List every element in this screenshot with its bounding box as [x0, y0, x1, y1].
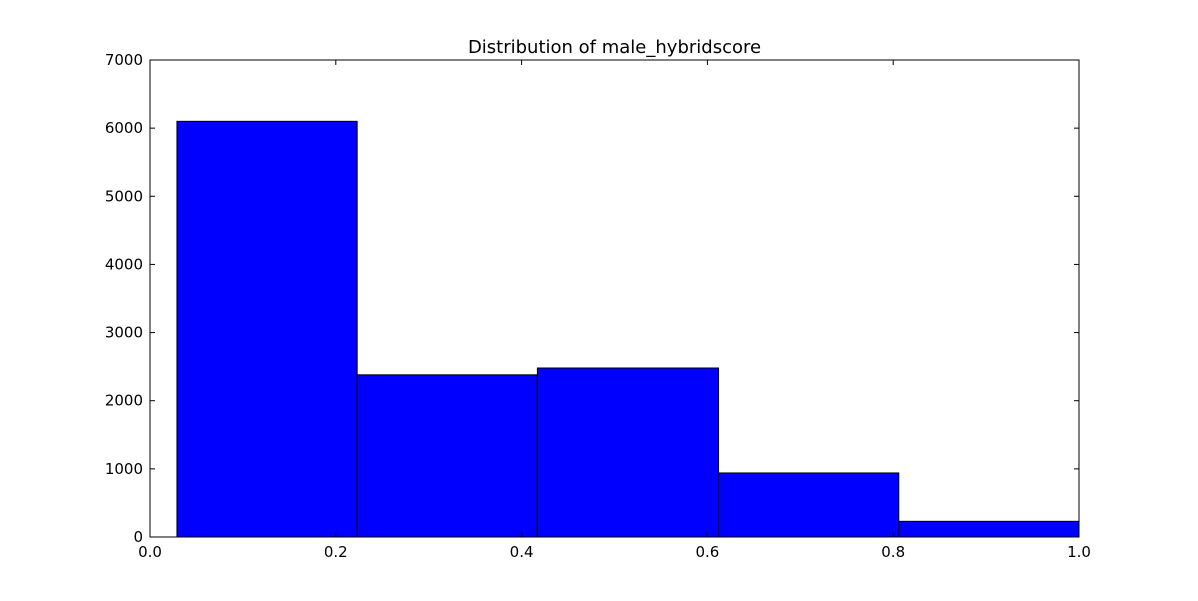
y-tick-label: 6000 [105, 119, 143, 137]
x-tick-label: 0.4 [510, 543, 534, 561]
plot-frame [149, 59, 1080, 538]
y-tick-label: 0 [133, 528, 143, 546]
x-tick-label: 0.0 [138, 543, 162, 561]
x-tick-label: 0.2 [324, 543, 348, 561]
ticks-layer: 0.0 0.2 0.4 0.6 0.8 1.0 0 1000 2000 3000 4000 5000 6… [105, 51, 1091, 561]
y-tick-label: 2000 [105, 392, 143, 410]
histogram-bar [898, 520, 1080, 538]
y-tick-label: 3000 [105, 324, 143, 342]
y-tick-label: 1000 [105, 460, 143, 478]
y-tick-label: 5000 [105, 187, 143, 205]
x-tick-label: 0.8 [881, 543, 905, 561]
chart-title: Distribution of male_hybridscore [468, 37, 761, 58]
x-tick-label: 0.6 [695, 543, 719, 561]
histogram-bar [176, 120, 358, 538]
histogram-bar [356, 374, 538, 538]
histogram-bar [718, 472, 900, 538]
histogram-bar [536, 367, 720, 538]
y-tick-label: 7000 [105, 51, 143, 69]
x-tick-label: 1.0 [1067, 543, 1091, 561]
y-tick-label: 4000 [105, 255, 143, 273]
bars-layer [176, 120, 1080, 538]
